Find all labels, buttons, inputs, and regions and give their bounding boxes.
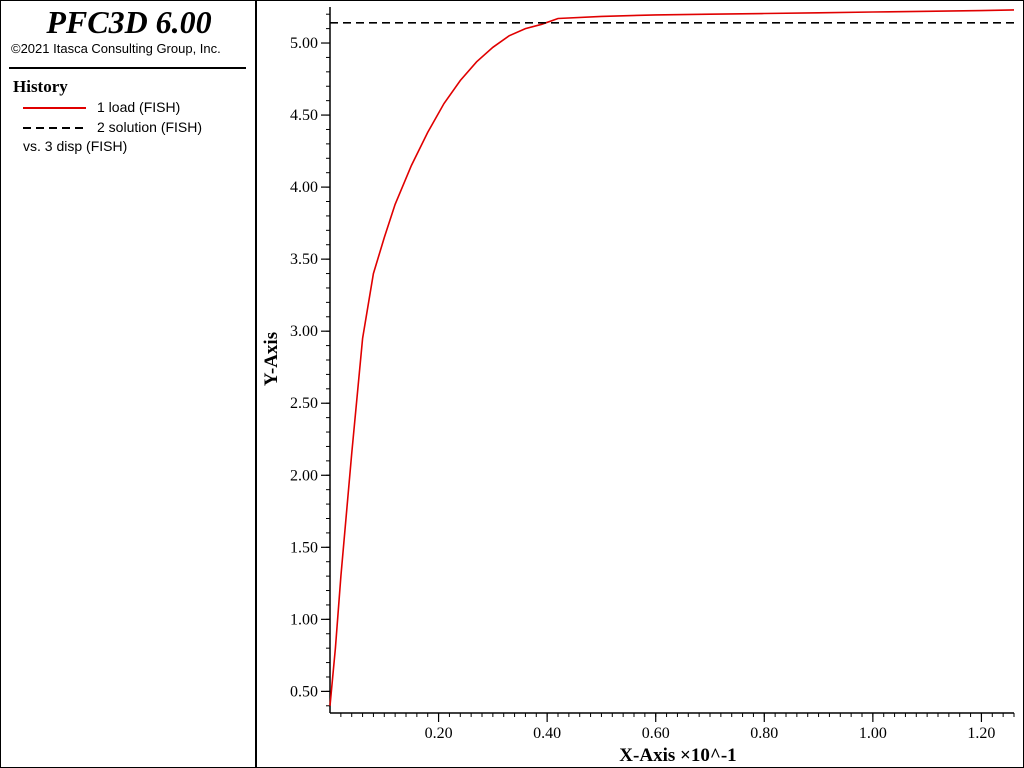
series-layer [329,9,1015,706]
x-tick-label: 0.60 [642,725,670,742]
legend-vs-label: vs. 3 disp (FISH) [23,138,128,154]
x-axis-title: X-Axis ×10^-1 [619,745,736,766]
y-tick-label: 1.50 [290,539,318,556]
series-load-line [329,9,1015,706]
y-tick-label: 0.50 [290,683,318,700]
legend-label-load: 1 load (FISH) [97,99,181,115]
chart-area: 0.50 1.00 1.50 2.00 2.50 3.00 3.50 4.00 4.50 5.00… [261,7,1015,766]
copyright-text: ©2021 Itasca Consulting Group, Inc. [11,41,221,56]
x-tick-label: 0.40 [533,725,561,742]
x-tick-label: 0.80 [750,725,778,742]
x-tick-label: 0.20 [425,725,453,742]
axes [329,7,1014,714]
legend-swatch-load [23,107,86,109]
axis-ticks: 0.50 1.00 1.50 2.00 2.50 3.00 3.50 4.00 4.50 5.00… [290,13,1015,742]
x-tick-label: 1.00 [859,725,887,742]
y-tick-label: 2.00 [290,467,318,484]
y-tick-label: 4.50 [290,107,318,124]
y-tick-label: 2.50 [290,395,318,412]
y-tick-label: 1.00 [290,611,318,628]
legend-panel: PFC3D 6.00 ©2021 Itasca Consulting Group… [1,1,257,767]
y-axis-title: Y-Axis [261,332,282,386]
y-tick-label: 4.00 [290,179,318,196]
app-title: PFC3D 6.00 [46,4,212,40]
y-tick-label: 3.50 [290,251,318,268]
y-tick-label: 3.00 [290,323,318,340]
x-tick-label: 1.20 [967,725,995,742]
y-tick-label: 5.00 [290,35,318,52]
history-title: History [13,77,68,96]
header-divider [9,67,246,69]
legend-swatch-solution [23,127,86,129]
legend-label-solution: 2 solution (FISH) [97,119,203,135]
